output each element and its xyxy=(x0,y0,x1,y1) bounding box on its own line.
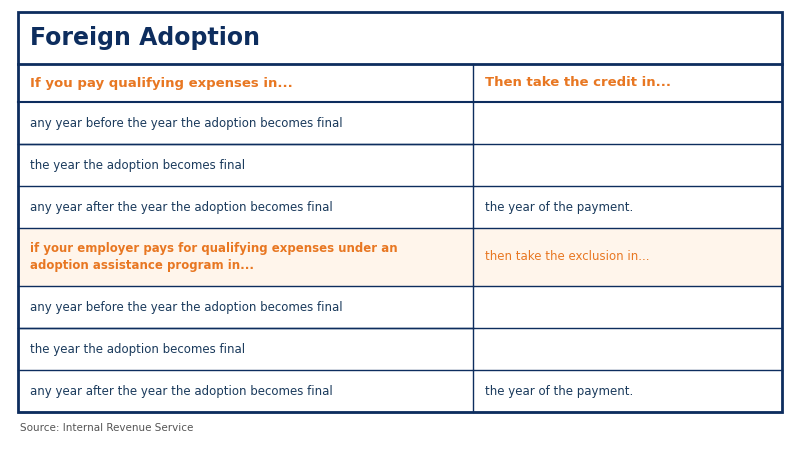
Text: the year of the payment.: the year of the payment. xyxy=(485,384,633,397)
Bar xyxy=(18,64,782,102)
Text: the year the adoption becomes final: the year the adoption becomes final xyxy=(30,158,245,171)
Bar xyxy=(18,228,782,286)
Text: Source: Internal Revenue Service: Source: Internal Revenue Service xyxy=(20,423,194,433)
Text: If you pay qualifying expenses in...: If you pay qualifying expenses in... xyxy=(30,76,293,90)
Text: any year after the year the adoption becomes final: any year after the year the adoption bec… xyxy=(30,201,333,213)
Bar xyxy=(18,370,782,412)
Bar xyxy=(18,144,782,186)
Text: any year before the year the adoption becomes final: any year before the year the adoption be… xyxy=(30,301,342,314)
Text: any year after the year the adoption becomes final: any year after the year the adoption bec… xyxy=(30,384,333,397)
Text: Then take the credit in...: Then take the credit in... xyxy=(485,76,670,90)
Bar xyxy=(18,328,782,370)
Bar xyxy=(18,12,782,412)
Text: Foreign Adoption: Foreign Adoption xyxy=(30,26,260,50)
Text: the year the adoption becomes final: the year the adoption becomes final xyxy=(30,342,245,356)
Text: if your employer pays for qualifying expenses under an
adoption assistance progr: if your employer pays for qualifying exp… xyxy=(30,242,398,272)
Bar xyxy=(18,186,782,228)
Text: any year before the year the adoption becomes final: any year before the year the adoption be… xyxy=(30,117,342,130)
Text: then take the exclusion in...: then take the exclusion in... xyxy=(485,251,649,264)
Text: the year of the payment.: the year of the payment. xyxy=(485,201,633,213)
Bar xyxy=(18,286,782,328)
Bar xyxy=(18,102,782,144)
Bar xyxy=(18,12,782,64)
